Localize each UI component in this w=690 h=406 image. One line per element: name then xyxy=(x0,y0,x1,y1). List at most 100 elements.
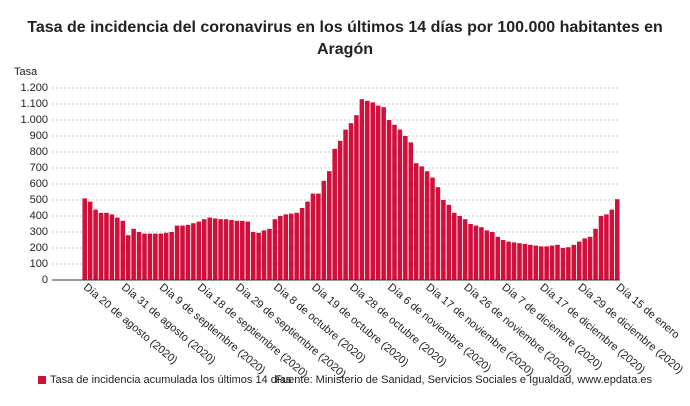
y-tick-label: 600 xyxy=(30,178,48,190)
y-tick-label: 300 xyxy=(30,226,48,238)
x-tick-label: Día 15 de enero xyxy=(613,281,681,341)
bar xyxy=(218,219,223,280)
bar xyxy=(479,227,484,280)
bar xyxy=(582,238,587,280)
bar xyxy=(392,124,397,280)
bar xyxy=(462,219,468,280)
bar xyxy=(522,244,528,280)
bar xyxy=(321,180,327,280)
bar xyxy=(98,212,104,280)
bar xyxy=(528,244,533,280)
bar xyxy=(131,228,136,280)
y-axis-label: Tasa xyxy=(14,66,38,78)
bar xyxy=(278,216,283,280)
bar xyxy=(299,208,305,280)
bar xyxy=(555,244,560,280)
bar xyxy=(283,214,289,280)
bar xyxy=(234,220,240,280)
bar xyxy=(87,201,93,280)
y-tick-label: 1.000 xyxy=(20,114,48,126)
bar xyxy=(240,220,245,280)
legend-swatch xyxy=(38,376,46,384)
bar xyxy=(359,99,365,280)
bar xyxy=(430,177,435,280)
legend-label: Tasa de incidencia acumulada los últimos… xyxy=(50,374,292,386)
bar xyxy=(196,221,202,280)
bar xyxy=(153,233,158,280)
bar xyxy=(288,213,294,280)
bar xyxy=(413,163,419,280)
bar xyxy=(473,225,479,280)
bar xyxy=(446,204,452,280)
bar xyxy=(267,228,272,280)
bar xyxy=(104,212,109,280)
bar xyxy=(495,236,501,280)
y-tick-label: 500 xyxy=(30,194,48,206)
y-tick-label: 1.100 xyxy=(20,98,48,110)
bar xyxy=(250,232,256,280)
bar xyxy=(223,219,229,280)
bar xyxy=(571,244,577,280)
bar xyxy=(490,232,495,280)
chart-title: Tasa de incidencia del coronavirus en lo… xyxy=(27,19,662,58)
bar xyxy=(533,245,539,280)
bar xyxy=(305,201,310,280)
bar xyxy=(136,232,142,280)
y-tick-label: 400 xyxy=(30,210,48,222)
bar xyxy=(229,220,234,280)
bar xyxy=(576,241,582,280)
bar xyxy=(441,200,446,280)
bar xyxy=(468,224,473,280)
bar xyxy=(381,107,386,280)
bar xyxy=(549,245,555,280)
bar xyxy=(191,223,196,280)
bar xyxy=(109,214,115,280)
bar xyxy=(435,187,441,280)
bar xyxy=(484,230,490,280)
bar xyxy=(544,246,549,280)
bar xyxy=(207,217,212,280)
y-tick-label: 100 xyxy=(30,258,48,270)
bar xyxy=(354,115,359,280)
y-tick-label: 700 xyxy=(30,162,48,174)
bar xyxy=(560,248,566,280)
bar xyxy=(174,225,180,280)
bar xyxy=(386,120,392,280)
bar xyxy=(348,123,354,280)
bar xyxy=(500,240,506,280)
y-tick-label: 800 xyxy=(30,146,48,158)
bar xyxy=(343,129,348,280)
y-tick-label: 1.200 xyxy=(20,82,48,94)
bar xyxy=(169,232,174,280)
bar xyxy=(326,171,332,280)
bar xyxy=(511,242,517,280)
bar xyxy=(506,241,511,280)
bar xyxy=(120,220,126,280)
bar xyxy=(82,198,87,280)
bar xyxy=(370,102,376,281)
bar xyxy=(408,142,414,280)
bar xyxy=(212,218,218,280)
bar xyxy=(147,233,153,280)
bar xyxy=(245,221,251,280)
bar xyxy=(517,243,522,280)
bar xyxy=(201,219,207,280)
bar xyxy=(566,247,571,280)
bar xyxy=(332,148,337,280)
y-tick-label: 900 xyxy=(30,130,48,142)
source: Fuente: Ministerio de Sanidad, Servicios… xyxy=(275,374,652,386)
bar xyxy=(115,217,120,280)
bar xyxy=(294,212,299,280)
bar xyxy=(403,136,408,280)
bar xyxy=(142,233,147,280)
bar xyxy=(538,246,544,280)
bar xyxy=(419,166,424,280)
bar xyxy=(598,216,604,280)
bar xyxy=(593,228,598,280)
bar xyxy=(158,233,164,280)
bar xyxy=(185,224,191,280)
bar xyxy=(375,105,381,280)
bar xyxy=(316,193,321,280)
bar xyxy=(93,209,98,280)
